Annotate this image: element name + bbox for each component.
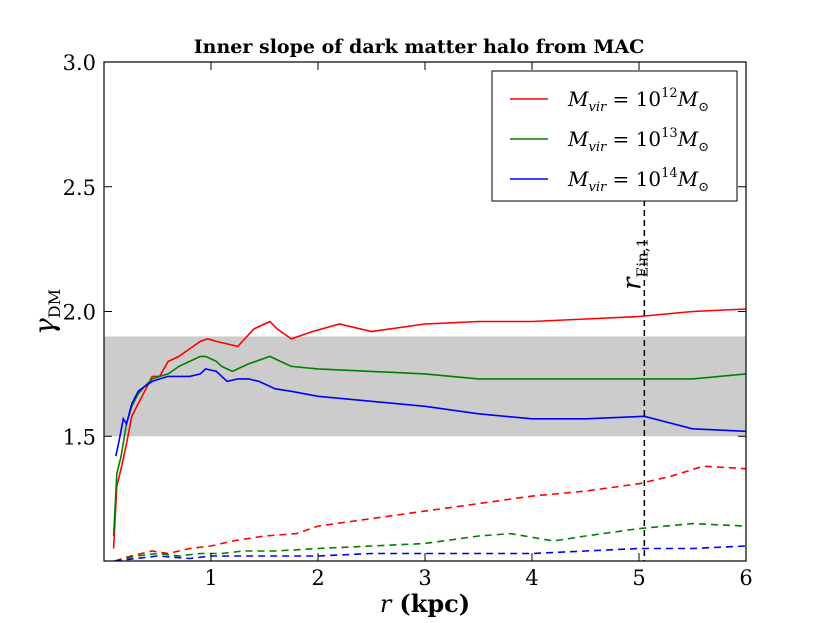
x-tick-label: 4 <box>525 566 538 590</box>
y-tick-label: 2.0 <box>63 301 96 325</box>
y-tick-label: 3.0 <box>63 51 96 75</box>
y-tick-label: 2.5 <box>63 176 96 200</box>
x-tick-label: 6 <box>739 566 752 590</box>
y-axis-label-sub: DM <box>45 289 64 318</box>
series-line-3 <box>115 368 746 457</box>
legend-label-part: M <box>677 167 699 191</box>
y-tick-label: 1.5 <box>63 425 96 449</box>
chart-title: Inner slope of dark matter halo from MAC <box>194 36 644 58</box>
legend: Mvir = 1012M⊙Mvir = 1013M⊙Mvir = 1014M⊙ <box>491 70 738 202</box>
legend-label-2: Mvir = 1013M⊙ <box>567 126 709 155</box>
x-axis-label-var: r <box>380 590 393 618</box>
x-tick-label: 2 <box>311 566 324 590</box>
legend-label-part: M <box>567 87 589 111</box>
series-line-6-dashed <box>114 545 746 561</box>
y-axis-label-main: γ <box>28 318 61 335</box>
legend-label-part: vir <box>588 140 607 155</box>
legend-label-part: 13 <box>661 126 678 141</box>
series-line-1 <box>112 308 746 549</box>
series-line-2 <box>112 355 746 537</box>
legend-label-part: M <box>677 87 699 111</box>
legend-label-part: = 10 <box>606 167 661 191</box>
legend-label-part: M <box>567 127 589 151</box>
legend-label-part: ⊙ <box>698 180 709 195</box>
legend-label-part: M <box>677 127 699 151</box>
x-tick-label: 3 <box>418 566 431 590</box>
x-axis-label-unit: (kpc) <box>399 589 470 618</box>
legend-label-part: 12 <box>661 86 678 101</box>
legend-label-part: 14 <box>661 166 678 181</box>
legend-label-1: Mvir = 1012M⊙ <box>567 86 709 115</box>
x-tick-label: 5 <box>632 566 645 590</box>
legend-label-part: vir <box>588 180 607 195</box>
legend-label-part: vir <box>588 100 607 115</box>
x-axis-label: r (kpc) <box>380 589 470 618</box>
y-axis-label: γDM <box>28 289 64 335</box>
einstein-radius-label-sub: Ein,1 <box>633 238 651 278</box>
legend-label-part: = 10 <box>606 127 661 151</box>
legend-label-part: ⊙ <box>698 140 709 155</box>
shaded-band <box>104 336 746 437</box>
einstein-radius-label-main: r <box>617 276 647 290</box>
legend-label-part: ⊙ <box>698 100 709 115</box>
series-line-4-dashed <box>114 465 746 561</box>
einstein-radius-label: rEin,1 <box>617 238 651 290</box>
legend-label-3: Mvir = 1014M⊙ <box>567 166 709 195</box>
legend-label-part: M <box>567 167 589 191</box>
series-line-5-dashed <box>114 522 746 561</box>
x-tick-label: 1 <box>204 566 217 590</box>
legend-label-part: = 10 <box>606 87 661 111</box>
